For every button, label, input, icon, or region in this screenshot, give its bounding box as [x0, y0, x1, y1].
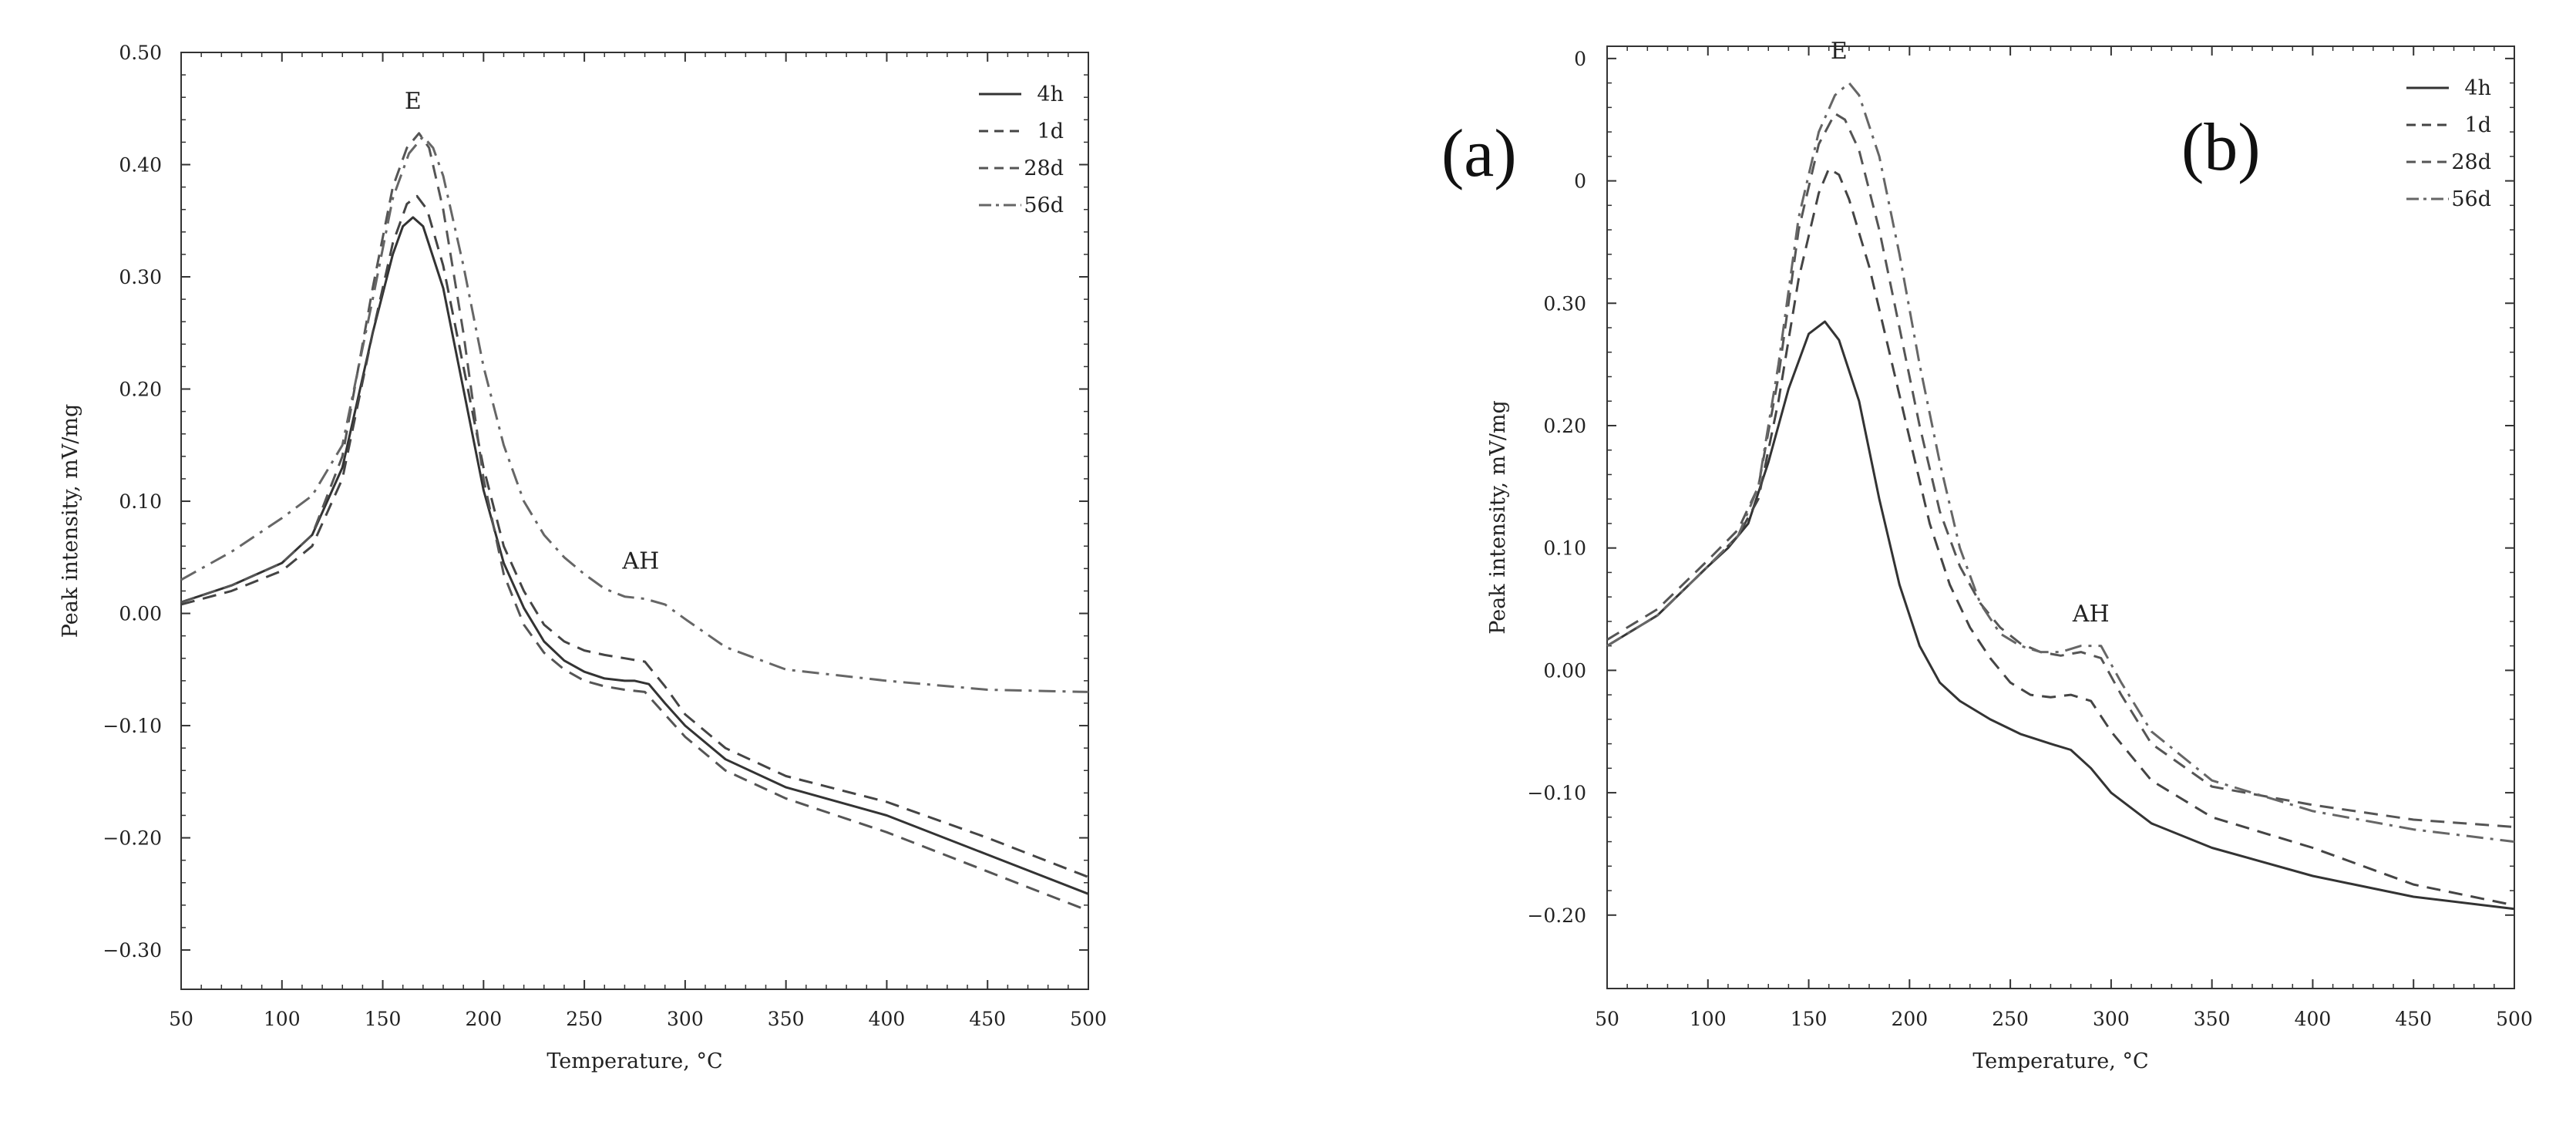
chart1-series-line-56d [180, 135, 1089, 693]
chart-panel-a: 50 100 150 200 250 300 350 400 450 500 0.50 0.40 0.3… [59, 42, 1107, 1073]
chart1-x-tick-label: 500 [1070, 1008, 1107, 1030]
chart2-y-tick-label: 0 [1574, 170, 1586, 193]
chart1-y-tick-label: 0.30 [119, 266, 162, 288]
chart2-y-tick-label: 0.10 [1543, 537, 1586, 560]
chart2-y-tick-label: −0.20 [1527, 904, 1586, 927]
chart2-x-tick-label: 100 [1690, 1008, 1727, 1030]
chart1-y-tick-label: 0.20 [119, 379, 162, 401]
chart2-series-line-1d [1606, 167, 2515, 907]
chart2-legend-label-1d: 1d [2465, 113, 2491, 137]
chart2-annotation-ah: AH [2072, 601, 2110, 628]
chart1-legend-label-4h: 4h [1037, 83, 1064, 106]
chart2-x-tick-label: 350 [2194, 1008, 2231, 1030]
chart2-annotation-e: E [1831, 38, 1848, 65]
chart1-y-tick-label: −0.20 [103, 827, 162, 850]
chart2-x-tick-label: 450 [2395, 1008, 2432, 1030]
chart2-x-tick-label: 300 [2093, 1008, 2130, 1030]
panel-label-b: (b) [2181, 110, 2261, 185]
chart2-x-tick-label: 400 [2295, 1008, 2332, 1030]
chart1-x-tick-label: 100 [264, 1008, 301, 1030]
chart1-series-line-28d [180, 132, 1089, 912]
chart1-y-tick-label: 0.00 [119, 603, 162, 625]
chart1-y-tick-label: 0.50 [119, 42, 162, 64]
chart1-x-tick-label: 50 [169, 1008, 193, 1030]
chart2-series-line-4h [1606, 320, 2515, 911]
chart1-x-tick-label: 350 [768, 1008, 805, 1030]
chart2-y-tick-label: 0.30 [1543, 292, 1586, 315]
chart1-y-tick-label: −0.30 [103, 939, 162, 962]
chart2-x-tick-label: 150 [1791, 1008, 1828, 1030]
chart2-y-tick-label: 0.20 [1543, 415, 1586, 437]
chart1-annotation-ah: AH [621, 547, 659, 574]
chart1-x-tick-label: 150 [365, 1008, 402, 1030]
chart1-y-tick-label: −0.10 [103, 715, 162, 737]
chart1-x-tick-label: 300 [667, 1008, 704, 1030]
chart2-legend-label-4h: 4h [2464, 76, 2491, 100]
chart2-x-tick-label: 50 [1595, 1008, 1619, 1030]
chart2-y-axis-title: Peak intensity, mV/mg [1486, 400, 1510, 634]
chart-panel-b: 50 100 150 200 250 300 350 400 450 500 0 0 0.30 0.20 0… [1486, 38, 2533, 1073]
chart2-y-tick-label: −0.10 [1527, 782, 1586, 804]
chart1-annotation-e: E [405, 88, 422, 115]
chart2-x-tick-label: 200 [1891, 1008, 1928, 1030]
chart1-x-tick-label: 400 [869, 1008, 906, 1030]
chart2-y-tick-label: 0.00 [1543, 659, 1586, 682]
chart1-x-tick-label: 450 [969, 1008, 1006, 1030]
chart2-x-axis-title: Temperature, °C [1972, 1049, 2148, 1073]
chart2-x-tick-label: 250 [1992, 1008, 2029, 1030]
chart1-legend-label-1d: 1d [1037, 120, 1064, 143]
chart1-x-tick-label: 200 [465, 1008, 502, 1030]
chart1-series-line-1d [180, 194, 1089, 878]
chart2-y-tick-label: 0 [1574, 48, 1586, 70]
chart1-x-tick-label: 250 [566, 1008, 603, 1030]
chart1-y-tick-label: 0.40 [119, 154, 162, 177]
chart1-y-tick-label: 0.10 [119, 490, 162, 513]
chart1-y-axis-title: Peak intensity, mV/mg [59, 404, 82, 638]
panel-label-a: (a) [1441, 116, 1517, 191]
chart2-series-line-28d [1606, 112, 2515, 828]
chart1-legend-label-56d: 56d [1024, 194, 1064, 217]
chart2-series-line-56d [1606, 82, 2515, 844]
chart1-plot-frame [180, 52, 1089, 990]
chart2-x-tick-label: 500 [2496, 1008, 2533, 1030]
chart2-legend-label-56d: 56d [2451, 187, 2491, 211]
chart2-plot-frame [1606, 45, 2515, 989]
chart1-x-axis-title: Temperature, °C [546, 1049, 722, 1073]
chart2-legend-label-28d: 28d [2451, 150, 2491, 174]
chart1-legend-label-28d: 28d [1024, 157, 1064, 180]
